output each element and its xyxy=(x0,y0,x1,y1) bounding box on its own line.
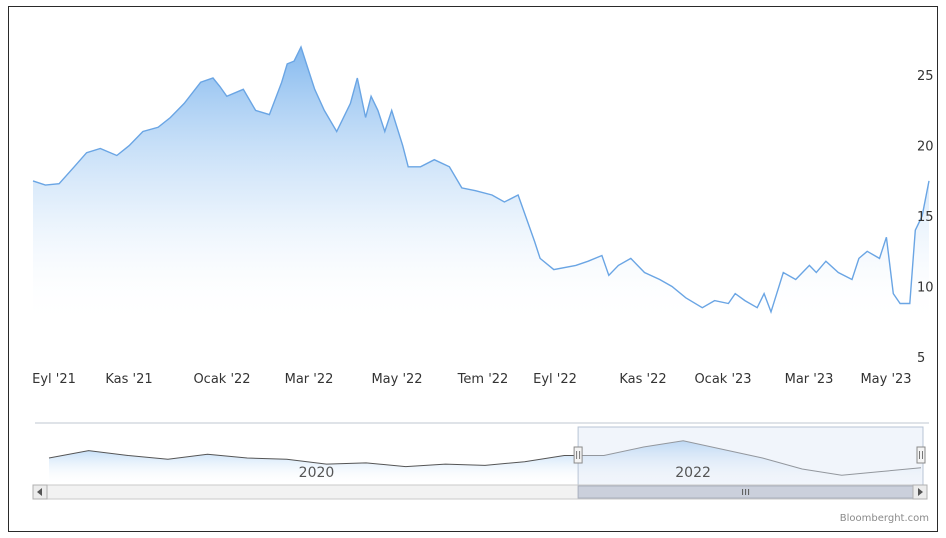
series-area xyxy=(33,47,929,325)
scroll-left-button[interactable] xyxy=(32,484,48,500)
scrollbar[interactable] xyxy=(32,484,928,500)
x-tick-label: Ocak '22 xyxy=(193,372,250,387)
navigator-selection[interactable] xyxy=(577,426,924,486)
arrow-left-icon xyxy=(37,488,42,496)
navigator-area xyxy=(49,440,921,485)
x-tick-label: Eyl '22 xyxy=(533,372,577,387)
x-tick-label: Mar '22 xyxy=(285,372,334,387)
x-tick-label: Kas '22 xyxy=(619,372,666,387)
x-axis-ticks: Eyl '21 Kas '21 Ocak '22 Mar '22 May '22 Tem … xyxy=(32,372,911,387)
y-tick-label: 5 xyxy=(917,351,925,366)
y-axis-ticks: 25 20 15 10 5 xyxy=(917,69,934,366)
series-line xyxy=(32,45,930,315)
x-tick-label: Kas '21 xyxy=(105,372,152,387)
navigator-line xyxy=(48,440,922,476)
y-tick-label: 25 xyxy=(917,69,934,84)
navigator-handle-left[interactable] xyxy=(573,446,583,464)
navigator-labels: 2020 2022 xyxy=(299,465,711,481)
navigator-handle-right[interactable] xyxy=(916,446,926,464)
y-tick-label: 15 xyxy=(917,210,934,225)
y-tick-label: 10 xyxy=(917,281,934,296)
scroll-right-button[interactable] xyxy=(912,484,928,500)
grip-icon xyxy=(742,489,750,495)
x-tick-label: May '22 xyxy=(371,372,422,387)
x-tick-label: Ocak '23 xyxy=(694,372,751,387)
navigator-year-label: 2022 xyxy=(675,465,711,481)
navigator[interactable]: 2020 2022 xyxy=(48,426,926,486)
chart-frame: Eyl '21 Kas '21 Ocak '22 Mar '22 May '22 Tem … xyxy=(8,6,938,532)
y-tick-label: 20 xyxy=(917,140,934,155)
navigator-year-label: 2020 xyxy=(299,465,335,481)
chart-svg: Eyl '21 Kas '21 Ocak '22 Mar '22 May '22 Tem … xyxy=(32,45,934,524)
arrow-right-icon xyxy=(918,488,923,496)
credit-label[interactable]: Bloomberght.com xyxy=(840,513,929,524)
x-tick-label: Mar '23 xyxy=(785,372,834,387)
x-tick-label: Eyl '21 xyxy=(32,372,76,387)
x-tick-label: Tem '22 xyxy=(457,372,509,387)
x-tick-label: May '23 xyxy=(860,372,911,387)
main-plot: Eyl '21 Kas '21 Ocak '22 Mar '22 May '22 Tem … xyxy=(32,45,934,387)
